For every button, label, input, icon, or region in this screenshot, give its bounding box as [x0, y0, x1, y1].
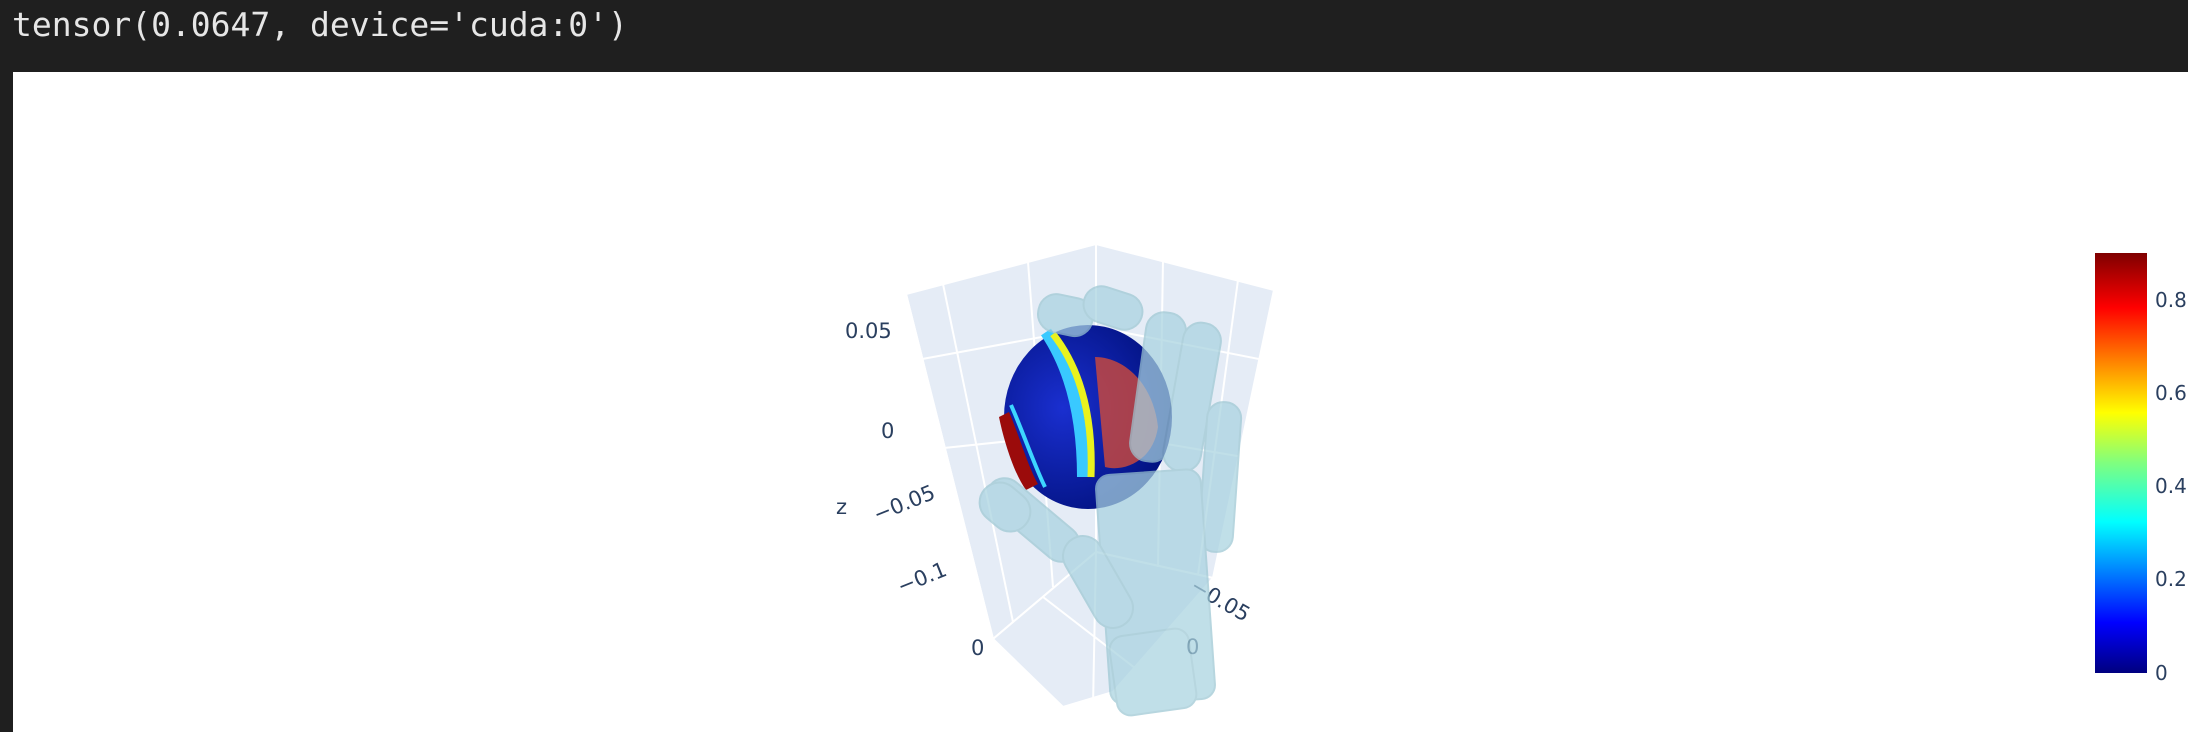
z-tick-label: −0.1 [894, 557, 950, 598]
plot-container[interactable]: 0.05 0 −0.05 −0.1 z 0 −0.05 0 [13, 72, 2188, 732]
hand-finger [1082, 285, 1144, 331]
hand-thumb-base [1062, 535, 1134, 629]
contact-edge-cyan [1009, 404, 1047, 488]
cell-output-text: tensor(0.0647, device='cuda:0') [12, 5, 628, 44]
hand-finger [1197, 401, 1243, 553]
colorbar-gradient [2095, 253, 2147, 673]
colorbar-tick-label: 0.6 [2155, 381, 2187, 405]
x-tick-label: 0 [971, 636, 984, 660]
z-tick-label: 0.05 [845, 319, 892, 343]
object-point-cloud [999, 325, 1172, 509]
colorbar-tick-label: 0.8 [2155, 288, 2187, 312]
colorbar-tick-label: 0.2 [2155, 567, 2187, 591]
colorbar-tick-label: 0.4 [2155, 474, 2187, 498]
z-axis-title: z [836, 495, 847, 519]
plot-3d-canvas[interactable]: 0.05 0 −0.05 −0.1 z 0 −0.05 0 [13, 72, 2188, 732]
hand-mesh [978, 285, 1243, 717]
contact-band-cyan [1041, 328, 1089, 478]
hand-thumb-tip [978, 481, 1032, 533]
z-tick-label: −0.05 [870, 480, 939, 526]
z-tick-label: 0 [881, 419, 894, 443]
contact-region-darkred [999, 412, 1038, 490]
cell-gutter [0, 72, 13, 732]
contact-band-yellow [1050, 331, 1095, 478]
hand-palm-lower [1108, 627, 1198, 717]
colorbar-tick-label: 0 [2155, 661, 2168, 685]
colorbar: 0 0.2 0.4 0.6 0.8 [2095, 253, 2187, 685]
